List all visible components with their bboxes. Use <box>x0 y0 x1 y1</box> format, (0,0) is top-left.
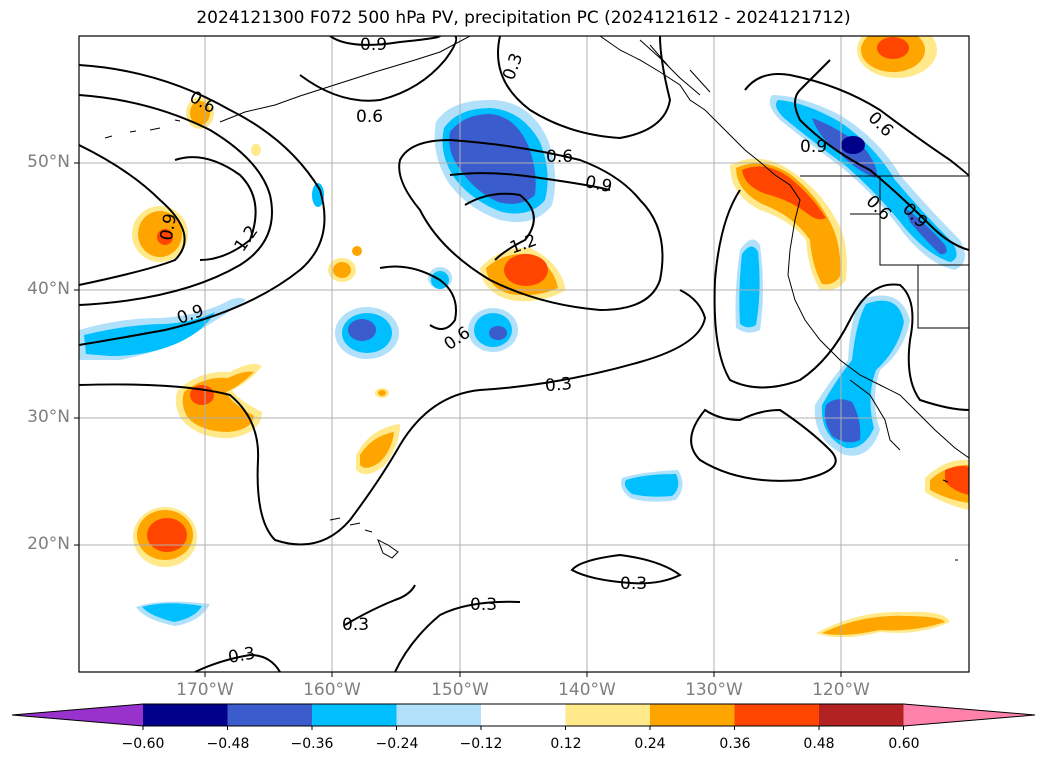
contour-label: 0.9 <box>157 212 181 242</box>
lat-label-50n: 50°N <box>27 152 70 172</box>
colorbar-tick-label: 0.36 <box>719 736 751 752</box>
colorbar-bin <box>143 704 228 726</box>
contour-label: 0.6 <box>864 108 897 141</box>
lat-label-30n: 30°N <box>27 407 70 427</box>
contour-label: 0.3 <box>342 615 369 635</box>
precip-positive-area <box>157 229 173 245</box>
precip-positive-area <box>736 163 841 285</box>
contour-label: 0.9 <box>360 35 387 55</box>
contour-label: 0.9 <box>800 137 827 157</box>
lon-label-150w: 150°W <box>431 680 489 700</box>
colorbar-bin <box>227 704 313 726</box>
contour-label: 0.3 <box>544 374 573 396</box>
colorbar-tick-label: 0.60 <box>888 736 920 752</box>
precip-positive-area <box>147 518 187 552</box>
colorbar-extend-min <box>12 704 143 726</box>
graticule <box>79 36 969 672</box>
colorbar-tick-label: −0.48 <box>206 736 250 752</box>
colorbar-bin <box>481 704 566 726</box>
colorbar-bin <box>396 704 482 726</box>
colorbar-extend-max <box>903 704 1035 726</box>
precip-negative-area <box>449 114 536 204</box>
colorbar-bin <box>650 704 735 726</box>
axis-ticks <box>74 162 842 677</box>
colorbar-tick-label: −0.24 <box>375 736 419 752</box>
precipitation-fill-layer <box>79 36 969 638</box>
lat-label-40n: 40°N <box>27 279 70 299</box>
lon-label-170w: 170°W <box>176 680 234 700</box>
colorbar-bin <box>819 704 904 726</box>
precip-negative-area <box>348 319 376 341</box>
pv-contours <box>79 36 969 672</box>
lon-label-140w: 140°W <box>558 680 616 700</box>
colorbar-bin <box>734 704 820 726</box>
pv-contour-0.9-west <box>79 64 326 346</box>
colorbar-bin <box>565 704 651 726</box>
precip-positive-area <box>742 166 826 220</box>
contour-label: 0.3 <box>499 51 527 83</box>
coastlines <box>104 36 969 561</box>
map-frame <box>78 35 970 673</box>
lon-label-130w: 130°W <box>685 680 743 700</box>
colorbar-bin <box>312 704 397 726</box>
lon-label-120w: 120°W <box>812 680 870 700</box>
lat-label-20n: 20°N <box>27 534 70 554</box>
colorbar-tick-label: −0.36 <box>290 736 334 752</box>
colorbar-tick-label: 0.48 <box>803 736 835 752</box>
contour-label: 0.6 <box>546 147 573 167</box>
contour-label: 0.3 <box>620 574 647 594</box>
colorbar-tick-label: 0.24 <box>634 736 666 752</box>
precip-negative-area <box>312 183 324 207</box>
colorbar-tick-label: 0.12 <box>550 736 582 752</box>
contour-label: 0.3 <box>227 644 257 668</box>
precip-positive-area <box>251 144 261 156</box>
contour-label: 0.3 <box>470 595 497 615</box>
precip-negative-area <box>84 312 215 356</box>
colorbar-tick-label: −0.12 <box>459 736 503 752</box>
map-title: 2024121300 F072 500 hPa PV, precipitatio… <box>196 8 851 28</box>
lon-label-160w: 160°W <box>303 680 361 700</box>
colorbar <box>11 703 1036 730</box>
precip-negative-area <box>824 399 861 443</box>
precip-negative-area <box>841 136 865 154</box>
contour-label: 0.6 <box>356 107 383 127</box>
contour-label: 0.9 <box>583 172 614 197</box>
precip-positive-area <box>504 254 548 286</box>
colorbar-tick-label: −0.60 <box>121 736 165 752</box>
